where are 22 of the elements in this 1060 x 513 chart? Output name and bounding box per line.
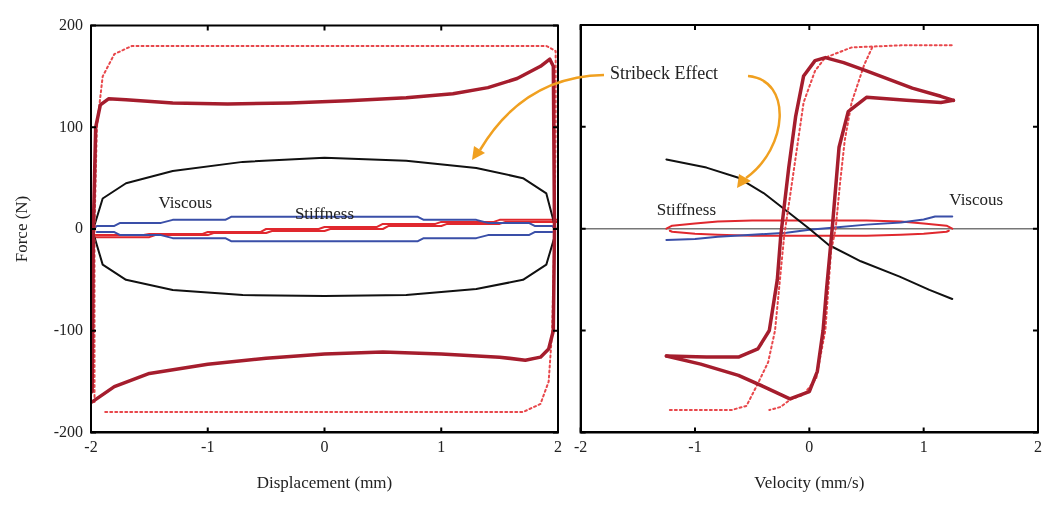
x-tick-label: -2	[84, 438, 98, 456]
x-tick-label: -1	[688, 438, 702, 456]
annotation: Stribeck Effect	[608, 63, 721, 84]
series-label: Stiffness	[656, 200, 717, 220]
x-tick-label: 2	[1034, 438, 1042, 456]
y-axis-title: Force (N)	[11, 195, 31, 263]
series-label: Viscous	[158, 193, 213, 213]
x-axis-title: Velocity (mm/s)	[754, 473, 865, 493]
x-tick-label: 1	[919, 438, 928, 456]
y-tick-label: -100	[53, 320, 83, 338]
x-axis-title: Displacement (mm)	[256, 473, 393, 493]
y-tick-label: 100	[59, 117, 83, 135]
x-tick-label: 2	[554, 438, 562, 456]
x-tick-label: 1	[437, 438, 446, 456]
x-tick-label: 0	[805, 438, 814, 456]
x-tick-label: -2	[574, 438, 588, 456]
y-tick-label: 0	[75, 219, 83, 237]
y-tick-label: 200	[59, 15, 83, 33]
x-tick-label: -1	[201, 438, 215, 456]
x-tick-label: 0	[320, 438, 329, 456]
y-tick-label: -200	[53, 422, 83, 440]
series-label: Viscous	[949, 189, 1004, 209]
